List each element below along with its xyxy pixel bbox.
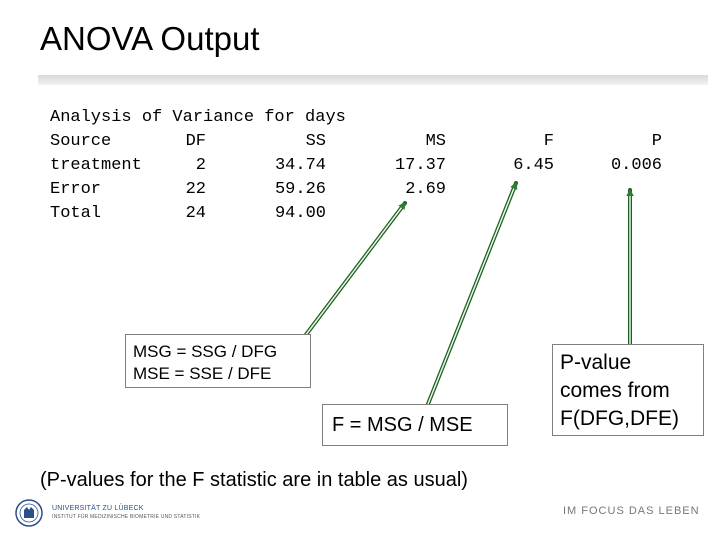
row-total-source: Total (50, 204, 102, 223)
col-f: F (543, 132, 554, 151)
col-ss: SS (305, 132, 326, 151)
pvalue-line-1: P-value (560, 351, 632, 374)
row-error-source: Error (50, 180, 102, 199)
col-ms: MS (425, 132, 446, 151)
row-treatment-ms: 17.37 (394, 156, 446, 175)
row-treatment-p: 0.006 (610, 156, 662, 175)
row-treatment-f: 6.45 (513, 156, 554, 175)
col-source: Source (50, 132, 112, 151)
col-p: P (651, 132, 662, 151)
col-df: DF (185, 132, 206, 151)
msg-mse-callout: MSG = SSG / DFG MSE = SSE / DFE (125, 334, 311, 388)
pvalue-line-3: F(DFG,DFE) (560, 407, 679, 430)
university-name: UNIVERSITÄT ZU LÜBECK INSTITUT FÜR MEDIZ… (52, 505, 200, 521)
mse-formula: MSE = SSE / DFE (133, 364, 272, 383)
row-treatment-df: 2 (195, 156, 206, 175)
row-error-df: 22 (185, 180, 206, 199)
title-divider (38, 75, 708, 85)
anova-header-line: Analysis of Variance for days (50, 108, 346, 127)
row-error-ms: 2.69 (405, 180, 446, 199)
university-line-2: INSTITUT FÜR MEDIZINISCHE BIOMETRIE UND … (52, 514, 201, 520)
pvalue-callout: P-value comes from F(DFG,DFE) (552, 344, 704, 436)
university-seal-icon (15, 499, 43, 527)
row-total-ss: 94.00 (274, 204, 326, 223)
university-line-1: UNIVERSITÄT ZU LÜBECK (52, 505, 144, 512)
f-formula: F = MSG / MSE (332, 414, 473, 436)
footnote: (P-values for the F statistic are in tab… (40, 469, 468, 491)
row-treatment-source: treatment (50, 156, 142, 175)
f-formula-callout: F = MSG / MSE (322, 404, 508, 446)
pvalue-line-2: comes from (560, 379, 670, 402)
row-error-ss: 59.26 (274, 180, 326, 199)
row-treatment-ss: 34.74 (274, 156, 326, 175)
row-total-df: 24 (185, 204, 206, 223)
msg-formula: MSG = SSG / DFG (133, 342, 278, 361)
footer-slogan: IM FOCUS DAS LEBEN (563, 505, 700, 517)
slide-title: ANOVA Output (40, 20, 260, 57)
